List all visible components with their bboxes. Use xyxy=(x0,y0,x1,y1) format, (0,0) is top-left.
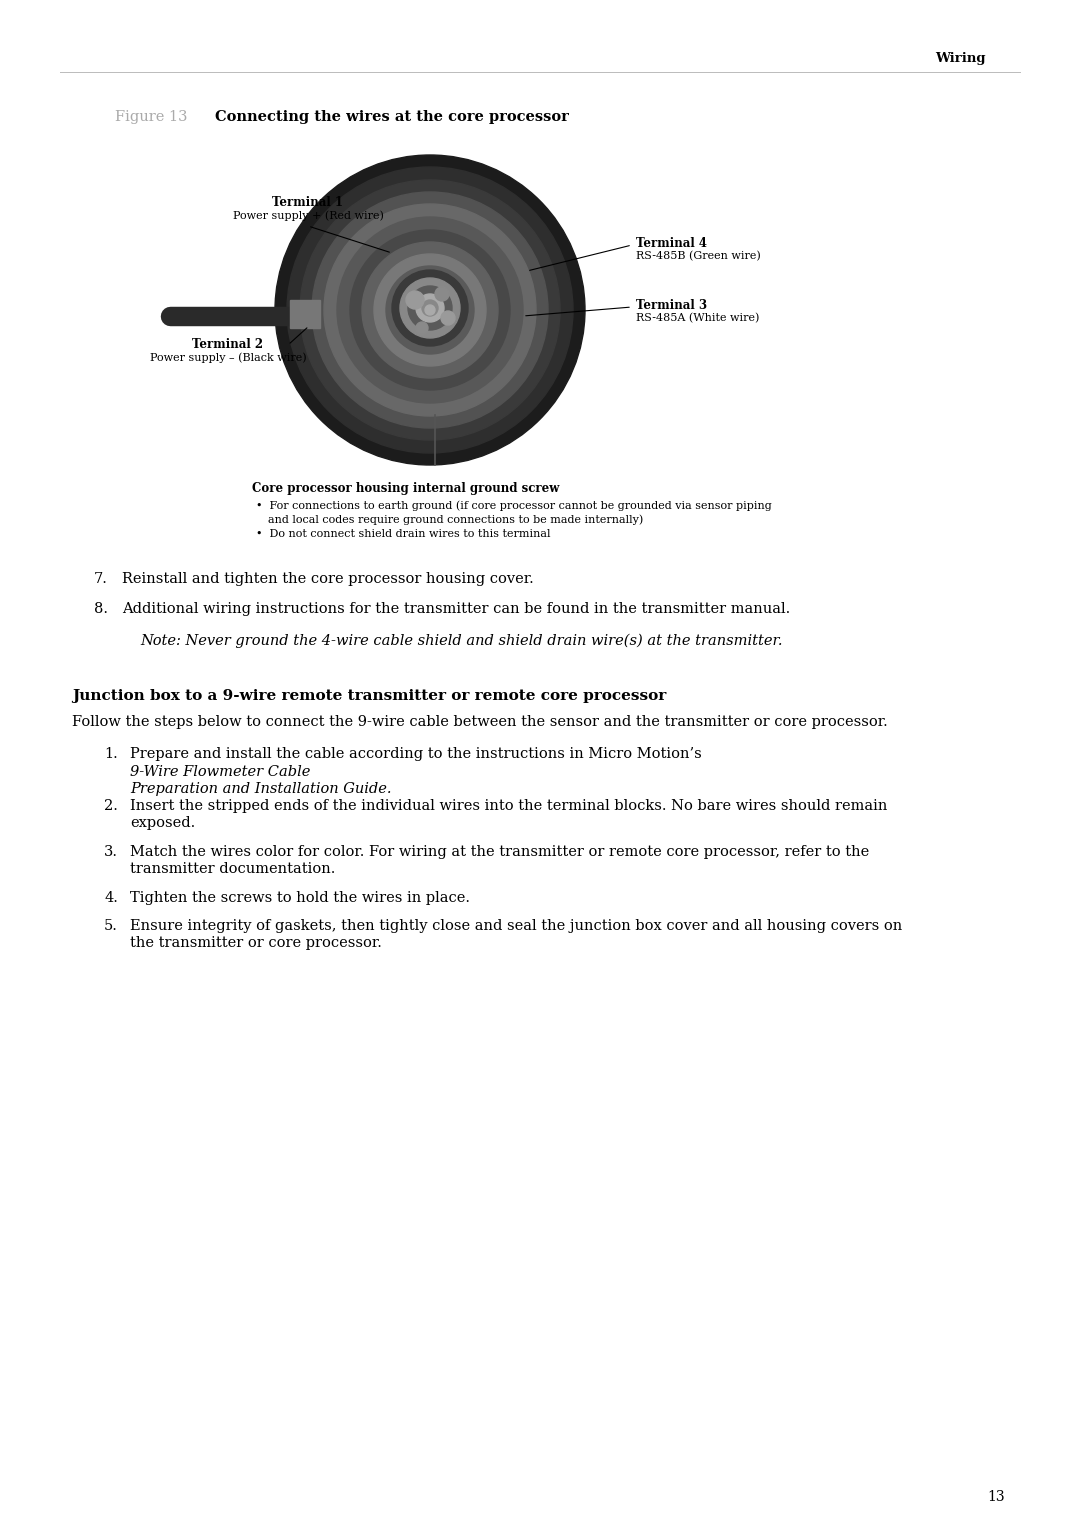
Text: Prepare and install the cable according to the instructions in Micro Motion’s: Prepare and install the cable according … xyxy=(130,747,706,760)
Text: Reinstall and tighten the core processor housing cover.: Reinstall and tighten the core processor… xyxy=(122,573,534,586)
Circle shape xyxy=(324,205,536,415)
Circle shape xyxy=(416,322,428,334)
Text: Terminal 4: Terminal 4 xyxy=(636,237,707,250)
Text: Terminal 2: Terminal 2 xyxy=(192,337,264,351)
Circle shape xyxy=(416,295,444,322)
Text: Note: Never ground the 4-wire cable shield and shield drain wire(s) at the trans: Note: Never ground the 4-wire cable shie… xyxy=(140,634,783,649)
Text: •  Do not connect shield drain wires to this terminal: • Do not connect shield drain wires to t… xyxy=(256,528,551,539)
Circle shape xyxy=(300,180,561,440)
Circle shape xyxy=(408,286,453,330)
Circle shape xyxy=(362,241,498,379)
Circle shape xyxy=(337,217,523,403)
Text: Ensure integrity of gaskets, then tightly close and seal the junction box cover : Ensure integrity of gaskets, then tightl… xyxy=(130,919,902,950)
Circle shape xyxy=(312,192,548,428)
Circle shape xyxy=(275,156,585,466)
Circle shape xyxy=(374,253,486,366)
Text: •  For connections to earth ground (if core processor cannot be grounded via sen: • For connections to earth ground (if co… xyxy=(256,499,772,510)
Circle shape xyxy=(422,299,438,316)
Text: Connecting the wires at the core processor: Connecting the wires at the core process… xyxy=(215,110,569,124)
Text: Follow the steps below to connect the 9-wire cable between the sensor and the tr: Follow the steps below to connect the 9-… xyxy=(72,715,888,728)
Text: 4.: 4. xyxy=(104,890,118,906)
Text: RS-485A (White wire): RS-485A (White wire) xyxy=(636,313,759,324)
Text: 3.: 3. xyxy=(104,844,118,860)
Circle shape xyxy=(426,305,435,315)
Text: Terminal 1: Terminal 1 xyxy=(272,195,343,209)
Text: Match the wires color for color. For wiring at the transmitter or remote core pr: Match the wires color for color. For wir… xyxy=(130,844,869,876)
Bar xyxy=(291,299,320,328)
Text: Insert the stripped ends of the individual wires into the terminal blocks. No ba: Insert the stripped ends of the individu… xyxy=(130,799,888,831)
Text: 5.: 5. xyxy=(104,919,118,933)
Text: 1.: 1. xyxy=(105,747,118,760)
Text: Figure 13: Figure 13 xyxy=(114,110,188,124)
Text: 2.: 2. xyxy=(104,799,118,812)
Text: Core processor housing internal ground screw: Core processor housing internal ground s… xyxy=(252,483,559,495)
Text: Tighten the screws to hold the wires in place.: Tighten the screws to hold the wires in … xyxy=(130,890,470,906)
Circle shape xyxy=(435,287,449,301)
Text: RS-485B (Green wire): RS-485B (Green wire) xyxy=(636,250,760,261)
Text: Terminal 3: Terminal 3 xyxy=(636,299,707,312)
Text: Additional wiring instructions for the transmitter can be found in the transmitt: Additional wiring instructions for the t… xyxy=(122,602,791,615)
Text: Wiring: Wiring xyxy=(935,52,986,66)
Circle shape xyxy=(350,231,510,389)
Text: and local codes require ground connections to be made internally): and local codes require ground connectio… xyxy=(268,515,644,525)
Text: 13: 13 xyxy=(987,1490,1005,1504)
Circle shape xyxy=(386,266,474,354)
Text: Power supply + (Red wire): Power supply + (Red wire) xyxy=(232,211,383,220)
Text: 8.: 8. xyxy=(94,602,108,615)
Circle shape xyxy=(400,278,460,337)
Text: Power supply – (Black wire): Power supply – (Black wire) xyxy=(150,353,307,362)
Text: 7.: 7. xyxy=(94,573,108,586)
Circle shape xyxy=(392,270,468,347)
Circle shape xyxy=(441,312,455,325)
Text: Junction box to a 9-wire remote transmitter or remote core processor: Junction box to a 9-wire remote transmit… xyxy=(72,689,666,702)
Circle shape xyxy=(406,292,424,308)
Text: 9-Wire Flowmeter Cable
Preparation and Installation Guide.: 9-Wire Flowmeter Cable Preparation and I… xyxy=(130,765,391,796)
Circle shape xyxy=(287,166,573,454)
